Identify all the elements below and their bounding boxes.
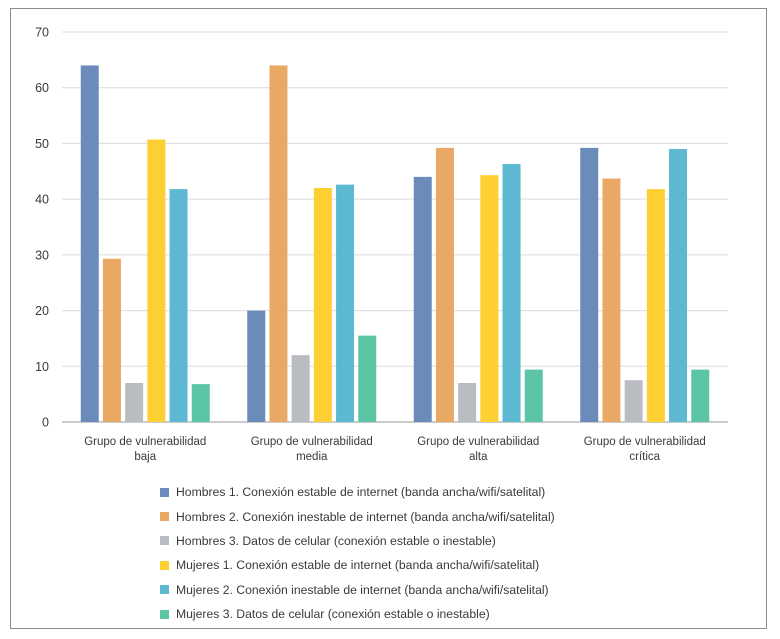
legend: Hombres 1. Conexión estable de internet … bbox=[160, 480, 555, 626]
legend-item: Mujeres 3. Datos de celular (conexión es… bbox=[160, 602, 555, 626]
legend-item: Mujeres 2. Conexión inestable de interne… bbox=[160, 578, 555, 602]
legend-label: Hombres 1. Conexión estable de internet … bbox=[176, 485, 546, 500]
x-tick-label: Grupo de vulnerabilidad alta bbox=[417, 436, 539, 463]
y-tick-label: 30 bbox=[35, 248, 49, 262]
y-tick-label: 0 bbox=[42, 416, 49, 430]
bar bbox=[147, 139, 166, 422]
bar bbox=[191, 384, 210, 422]
legend-item: Hombres 3. Datos de celular (conexión es… bbox=[160, 529, 555, 553]
bar bbox=[691, 369, 710, 422]
bar bbox=[624, 380, 643, 422]
bar bbox=[291, 355, 310, 422]
legend-label: Mujeres 3. Datos de celular (conexión es… bbox=[176, 607, 490, 622]
bar bbox=[102, 258, 121, 422]
x-tick-label: Grupo de vulnerabilidad baja bbox=[84, 436, 206, 463]
legend-swatch bbox=[160, 512, 169, 522]
bar bbox=[435, 147, 454, 422]
bar bbox=[269, 65, 288, 422]
bar bbox=[669, 149, 688, 422]
bar bbox=[313, 188, 332, 422]
bar bbox=[80, 65, 99, 422]
y-tick-label: 40 bbox=[35, 193, 49, 207]
bar bbox=[247, 310, 266, 422]
bar bbox=[602, 178, 621, 422]
legend-label: Mujeres 1. Conexión estable de internet … bbox=[176, 558, 540, 573]
bar bbox=[646, 189, 665, 422]
legend-label: Mujeres 2. Conexión inestable de interne… bbox=[176, 582, 549, 597]
legend-swatch bbox=[160, 536, 169, 546]
y-axis-ticks: 0 10 20 30 40 50 60 70 bbox=[35, 26, 49, 430]
bar bbox=[458, 383, 477, 422]
bar bbox=[413, 176, 432, 422]
legend-item: Hombres 1. Conexión estable de internet … bbox=[160, 480, 555, 504]
y-tick-label: 10 bbox=[35, 360, 49, 374]
legend-swatch bbox=[160, 585, 169, 595]
bar bbox=[502, 164, 521, 423]
legend-item: Hombres 2. Conexión inestable de interne… bbox=[160, 504, 555, 528]
chart-frame bbox=[10, 8, 767, 629]
bars bbox=[80, 65, 710, 423]
x-axis-labels: Grupo de vulnerabilidad baja Grupo de vuln… bbox=[84, 436, 706, 463]
y-tick-label: 70 bbox=[35, 26, 49, 40]
bar bbox=[125, 383, 144, 422]
legend-swatch bbox=[160, 487, 169, 497]
y-tick-label: 60 bbox=[35, 81, 49, 95]
bar bbox=[169, 189, 188, 422]
bar bbox=[480, 175, 499, 422]
bar bbox=[524, 369, 543, 422]
bar-chart: 0 10 20 30 40 50 60 70 Grupo de vulnerabilidad b… bbox=[35, 26, 728, 463]
y-tick-label: 20 bbox=[35, 304, 49, 318]
y-tick-label: 50 bbox=[35, 137, 49, 151]
legend-item: Mujeres 1. Conexión estable de internet … bbox=[160, 553, 555, 577]
bar bbox=[358, 335, 377, 422]
x-tick-label: Grupo de vulnerabilidad media bbox=[251, 436, 373, 463]
x-tick-label: Grupo de vulnerabilidad crítica bbox=[584, 436, 706, 463]
bar bbox=[580, 147, 599, 422]
legend-label: Hombres 2. Conexión inestable de interne… bbox=[176, 509, 555, 524]
legend-label: Hombres 3. Datos de celular (conexión es… bbox=[176, 533, 496, 548]
legend-swatch bbox=[160, 609, 169, 619]
bar bbox=[336, 184, 355, 422]
legend-swatch bbox=[160, 560, 169, 570]
